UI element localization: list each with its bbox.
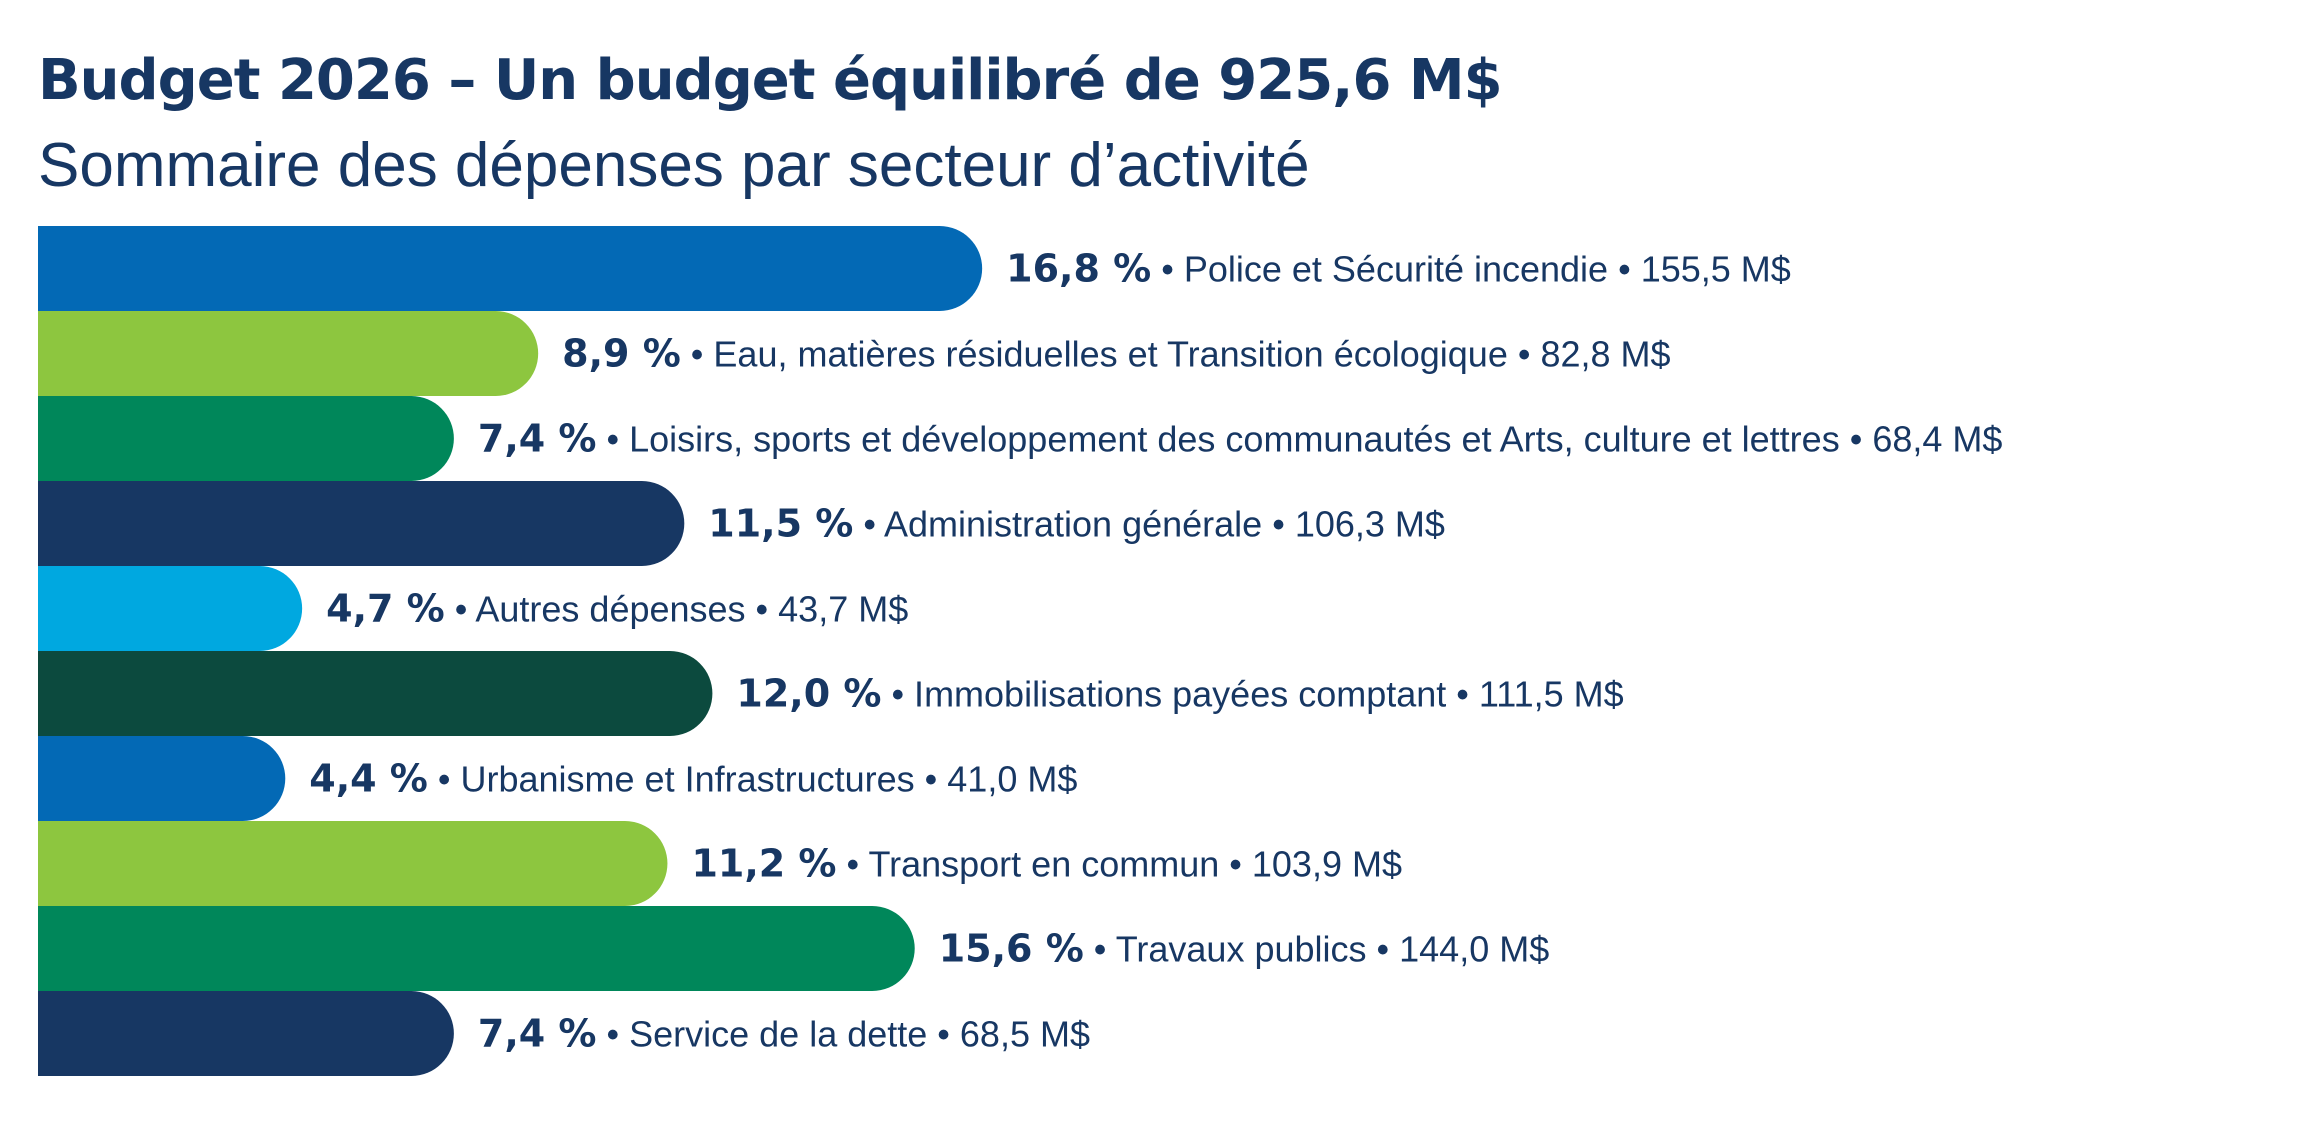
bar-amount-label: 82,8 M$ — [1540, 334, 1670, 375]
bar-group: 4,4 % • Urbanisme et Infrastructures • 4… — [38, 736, 1077, 821]
bar-percent-label: 11,2 % — [691, 842, 836, 886]
bar-category-label: • Transport en commun • — [837, 844, 1252, 885]
bar-label: 11,5 % • Administration générale • 106,3… — [708, 502, 1445, 546]
bar-label: 11,2 % • Transport en commun • 103,9 M$ — [691, 842, 1402, 886]
bar-percent-label: 12,0 % — [736, 672, 881, 716]
bar-category-label: • Loisirs, sports et développement des c… — [597, 419, 1873, 460]
bar-group: 12,0 % • Immobilisations payées comptant… — [38, 651, 1624, 736]
bar-percent-label: 4,7 % — [326, 587, 445, 631]
bar — [38, 396, 454, 481]
bar-group: 16,8 % • Police et Sécurité incendie • 1… — [38, 226, 1791, 311]
bar-category-label: • Service de la dette • — [597, 1014, 960, 1055]
bar-percent-label: 7,4 % — [478, 1012, 597, 1056]
chart-title: Budget 2026 – Un budget équilibré de 925… — [38, 48, 1503, 113]
bar-label: 15,6 % • Travaux publics • 144,0 M$ — [939, 927, 1550, 971]
bar — [38, 481, 685, 566]
bar-group: 7,4 % • Service de la dette • 68,5 M$ — [38, 991, 1090, 1076]
bar-amount-label: 68,5 M$ — [960, 1014, 1090, 1055]
bar-percent-label: 8,9 % — [562, 332, 681, 376]
bar-group: 11,2 % • Transport en commun • 103,9 M$ — [38, 821, 1402, 906]
bar-label: 7,4 % • Loisirs, sports et développement… — [478, 417, 2003, 461]
bar — [38, 566, 303, 651]
bar-category-label: • Administration générale • — [853, 504, 1294, 545]
bar — [38, 821, 668, 906]
bar-label: 4,7 % • Autres dépenses • 43,7 M$ — [326, 587, 908, 631]
bar — [38, 991, 454, 1076]
bar-amount-label: 68,4 M$ — [1872, 419, 2002, 460]
bar-category-label: • Eau, matières résiduelles et Transitio… — [681, 334, 1541, 375]
bar-amount-label: 144,0 M$ — [1399, 929, 1549, 970]
bar-amount-label: 43,7 M$ — [778, 589, 908, 630]
bar-group: 4,7 % • Autres dépenses • 43,7 M$ — [38, 566, 908, 651]
bar-percent-label: 4,4 % — [309, 757, 428, 801]
bar-category-label: • Urbanisme et Infrastructures • — [428, 759, 947, 800]
bar-amount-label: 106,3 M$ — [1295, 504, 1445, 545]
bar-category-label: • Travaux publics • — [1084, 929, 1399, 970]
bar-label: 7,4 % • Service de la dette • 68,5 M$ — [478, 1012, 1090, 1056]
bar — [38, 906, 915, 991]
bar-percent-label: 11,5 % — [708, 502, 853, 546]
bar-percent-label: 15,6 % — [939, 927, 1084, 971]
bar-amount-label: 155,5 M$ — [1641, 249, 1791, 290]
bar-category-label: • Autres dépenses • — [445, 589, 778, 630]
bar-label: 4,4 % • Urbanisme et Infrastructures • 4… — [309, 757, 1077, 801]
bar-group: 11,5 % • Administration générale • 106,3… — [38, 481, 1445, 566]
bar-amount-label: 111,5 M$ — [1479, 674, 1624, 715]
chart-subtitle: Sommaire des dépenses par secteur d’acti… — [38, 131, 1310, 200]
bar-percent-label: 7,4 % — [478, 417, 597, 461]
bar — [38, 226, 983, 311]
bar-category-label: • Immobilisations payées comptant • — [881, 674, 1478, 715]
bar-label: 16,8 % • Police et Sécurité incendie • 1… — [1006, 247, 1791, 291]
bar — [38, 651, 713, 736]
bar-label: 12,0 % • Immobilisations payées comptant… — [736, 672, 1623, 716]
bar-group: 7,4 % • Loisirs, sports et développement… — [38, 396, 2002, 481]
bar-group: 15,6 % • Travaux publics • 144,0 M$ — [38, 906, 1549, 991]
bar-percent-label: 16,8 % — [1006, 247, 1151, 291]
bar-label: 8,9 % • Eau, matières résiduelles et Tra… — [562, 332, 1670, 376]
bar — [38, 736, 286, 821]
bar-amount-label: 103,9 M$ — [1252, 844, 1402, 885]
bar-group: 8,9 % • Eau, matières résiduelles et Tra… — [38, 311, 1671, 396]
bar — [38, 311, 539, 396]
bar-category-label: • Police et Sécurité incendie • — [1151, 249, 1640, 290]
bar-amount-label: 41,0 M$ — [947, 759, 1077, 800]
